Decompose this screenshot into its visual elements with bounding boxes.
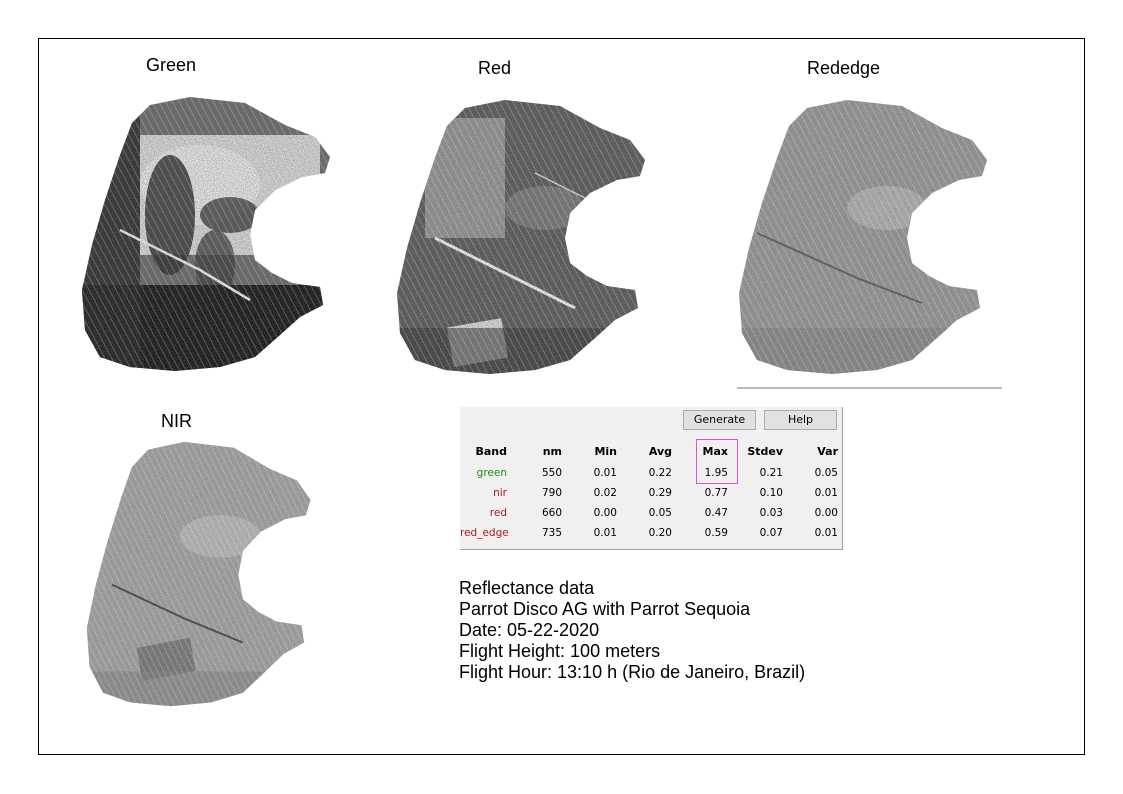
rededge-band-map bbox=[737, 100, 1002, 389]
notes-line-date: Date: 05-22-2020 bbox=[459, 620, 600, 640]
table-row-max: 0.47 bbox=[704, 507, 728, 519]
table-row-min: 0.00 bbox=[593, 507, 617, 519]
notes-line-flight-height: Flight Height: 100 meters bbox=[459, 641, 661, 661]
table-row-avg: 0.29 bbox=[648, 487, 672, 499]
table-row-stdev: 0.10 bbox=[759, 487, 783, 499]
table-row-avg: 0.20 bbox=[648, 527, 672, 539]
map-title-red: Red bbox=[478, 58, 512, 78]
notes-line-flight-hour: Flight Hour: 13:10 h (Rio de Janeiro, Br… bbox=[459, 662, 806, 682]
column-header-max: Max bbox=[702, 445, 728, 458]
column-header-var: Var bbox=[817, 445, 838, 458]
table-row-nm: 550 bbox=[541, 467, 562, 479]
table-row-var: 0.01 bbox=[814, 487, 838, 499]
column-header-stdev: Stdev bbox=[747, 445, 783, 458]
table-row-min: 0.01 bbox=[593, 527, 617, 539]
table-row-var: 0.00 bbox=[814, 507, 838, 519]
table-row-min: 0.01 bbox=[593, 467, 617, 479]
table-row-var: 0.05 bbox=[814, 467, 838, 479]
table-row-max: 0.59 bbox=[704, 527, 728, 539]
table-row-stdev: 0.21 bbox=[759, 467, 783, 479]
column-header-avg: Avg bbox=[648, 445, 672, 458]
notes-line-equipment: Parrot Disco AG with Parrot Sequoia bbox=[459, 599, 751, 619]
table-row-max: 0.77 bbox=[704, 487, 728, 499]
generate-button[interactable]: Generate bbox=[683, 410, 756, 430]
table-row-nm: 660 bbox=[541, 507, 562, 519]
table-row-avg: 0.22 bbox=[648, 467, 672, 479]
table-row-stdev: 0.03 bbox=[759, 507, 783, 519]
map-title-nir: NIR bbox=[161, 411, 192, 431]
layout-frame bbox=[38, 38, 1085, 755]
table-row-nm: 790 bbox=[541, 487, 562, 499]
table-row-band: red_edge bbox=[460, 527, 509, 539]
nir-band-map bbox=[86, 441, 311, 707]
table-row-nm: 735 bbox=[541, 527, 562, 539]
max-column-highlight bbox=[696, 439, 738, 484]
flight-notes: Reflectance data Parrot Disco AG with Pa… bbox=[459, 578, 805, 683]
notes-line-data-type: Reflectance data bbox=[459, 578, 595, 598]
band-statistics-panel: Generate Help Band nm Min Avg Max Stdev … bbox=[460, 407, 843, 550]
table-row-min: 0.02 bbox=[593, 487, 617, 499]
green-band-map bbox=[82, 97, 330, 371]
column-header-band: Band bbox=[475, 445, 507, 458]
table-row-band: red bbox=[489, 507, 507, 519]
help-button[interactable]: Help bbox=[764, 410, 837, 430]
map-title-green: Green bbox=[146, 55, 197, 75]
table-row-stdev: 0.07 bbox=[759, 527, 783, 539]
column-header-nm: nm bbox=[542, 445, 562, 458]
table-row-max: 1.95 bbox=[704, 467, 728, 479]
table-row-var: 0.01 bbox=[814, 527, 838, 539]
table-row-band: green bbox=[476, 467, 507, 479]
map-title-rededge: Rededge bbox=[807, 58, 881, 78]
red-band-map bbox=[397, 100, 645, 374]
column-header-min: Min bbox=[594, 445, 617, 458]
table-row-band: nir bbox=[493, 487, 507, 499]
table-row-avg: 0.05 bbox=[648, 507, 672, 519]
